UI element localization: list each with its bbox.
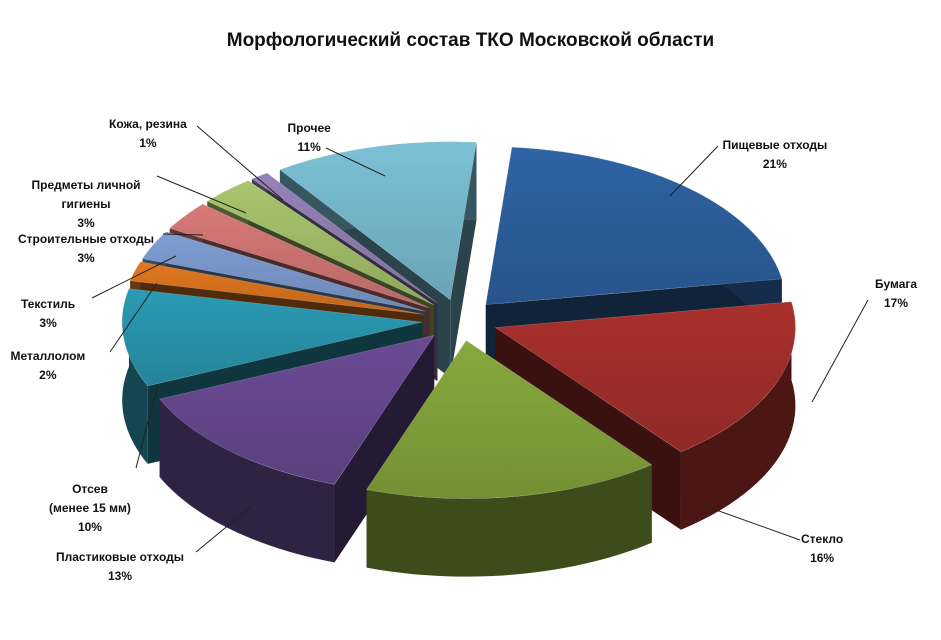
pie-slice — [159, 334, 435, 485]
leader-line — [109, 282, 158, 353]
slice-label: Пищевые отходы 21% — [723, 136, 828, 174]
slice-label: Текстиль 3% — [21, 295, 75, 333]
slice-label-name: Металлолом — [10, 349, 86, 363]
slice-label: Металлолом 2% — [11, 347, 86, 385]
slice-label: Прочее 11% — [288, 119, 331, 157]
leader-line — [156, 175, 247, 214]
pie-slice — [485, 146, 783, 305]
slice-label: Строительные отходы 3% — [18, 230, 154, 268]
slice-label: Кожа, резина 1% — [109, 115, 187, 153]
slice-label-value: 3% — [39, 316, 57, 330]
leader-line — [669, 145, 719, 197]
chart-title: Морфологический состав ТКО Московской об… — [226, 30, 715, 51]
slice-label: Отсев (менее 15 мм) 10% — [49, 480, 131, 537]
pie-slice — [494, 301, 796, 453]
slice-label-value: 1% — [139, 136, 157, 150]
slice-label-value: 3% — [77, 216, 95, 230]
pie-slice — [121, 288, 423, 387]
leader-line — [162, 233, 204, 236]
slice-label-value: 2% — [39, 368, 57, 382]
slice-label-value: 16% — [810, 551, 835, 565]
slice-label-value: 13% — [107, 569, 132, 583]
slice-label-name: Прочее — [287, 121, 331, 135]
pie-slice — [169, 203, 430, 309]
slice-label-name: Строительные отходы — [18, 232, 154, 246]
pie-slice — [206, 180, 434, 306]
pie-slice — [251, 172, 438, 304]
leader-line — [811, 299, 869, 403]
slice-label-value: 3% — [77, 251, 95, 265]
pie-slice-side — [680, 301, 796, 530]
slice-label-name: Текстиль — [21, 297, 76, 311]
slice-label-name: Предметы личной гигиены — [31, 178, 141, 211]
slice-label-name: Отсев (менее 15 мм) — [49, 482, 131, 515]
pie-slice — [142, 231, 426, 312]
slice-label: Пластиковые отходы 13% — [56, 548, 184, 586]
pie-slice — [279, 141, 477, 301]
slice-label-name: Бумага — [875, 277, 918, 291]
leader-line — [196, 125, 284, 201]
slice-label: Стекло 16% — [801, 530, 843, 568]
leader-line — [135, 383, 159, 469]
pie-slice — [366, 340, 653, 499]
slice-label-value: 21% — [762, 157, 787, 171]
slice-label-value: 17% — [884, 296, 909, 310]
leader-line — [91, 255, 177, 299]
slice-label: Бумага 17% — [875, 275, 917, 313]
slice-label-name: Пищевые отходы — [722, 138, 828, 152]
leader-line — [704, 505, 801, 541]
slice-label-value: 11% — [297, 140, 321, 154]
pie-slice-side — [159, 399, 335, 563]
leader-line — [325, 147, 386, 177]
slice-label-name: Пластиковые отходы — [56, 550, 184, 564]
slice-label: Предметы личной гигиены 3% — [32, 176, 141, 233]
slice-label-name: Стекло — [801, 532, 844, 546]
slice-label-name: Кожа, резина — [109, 117, 187, 131]
leader-line — [195, 504, 254, 553]
slice-label-value: 10% — [77, 520, 102, 534]
pie-slice-side — [366, 464, 652, 577]
